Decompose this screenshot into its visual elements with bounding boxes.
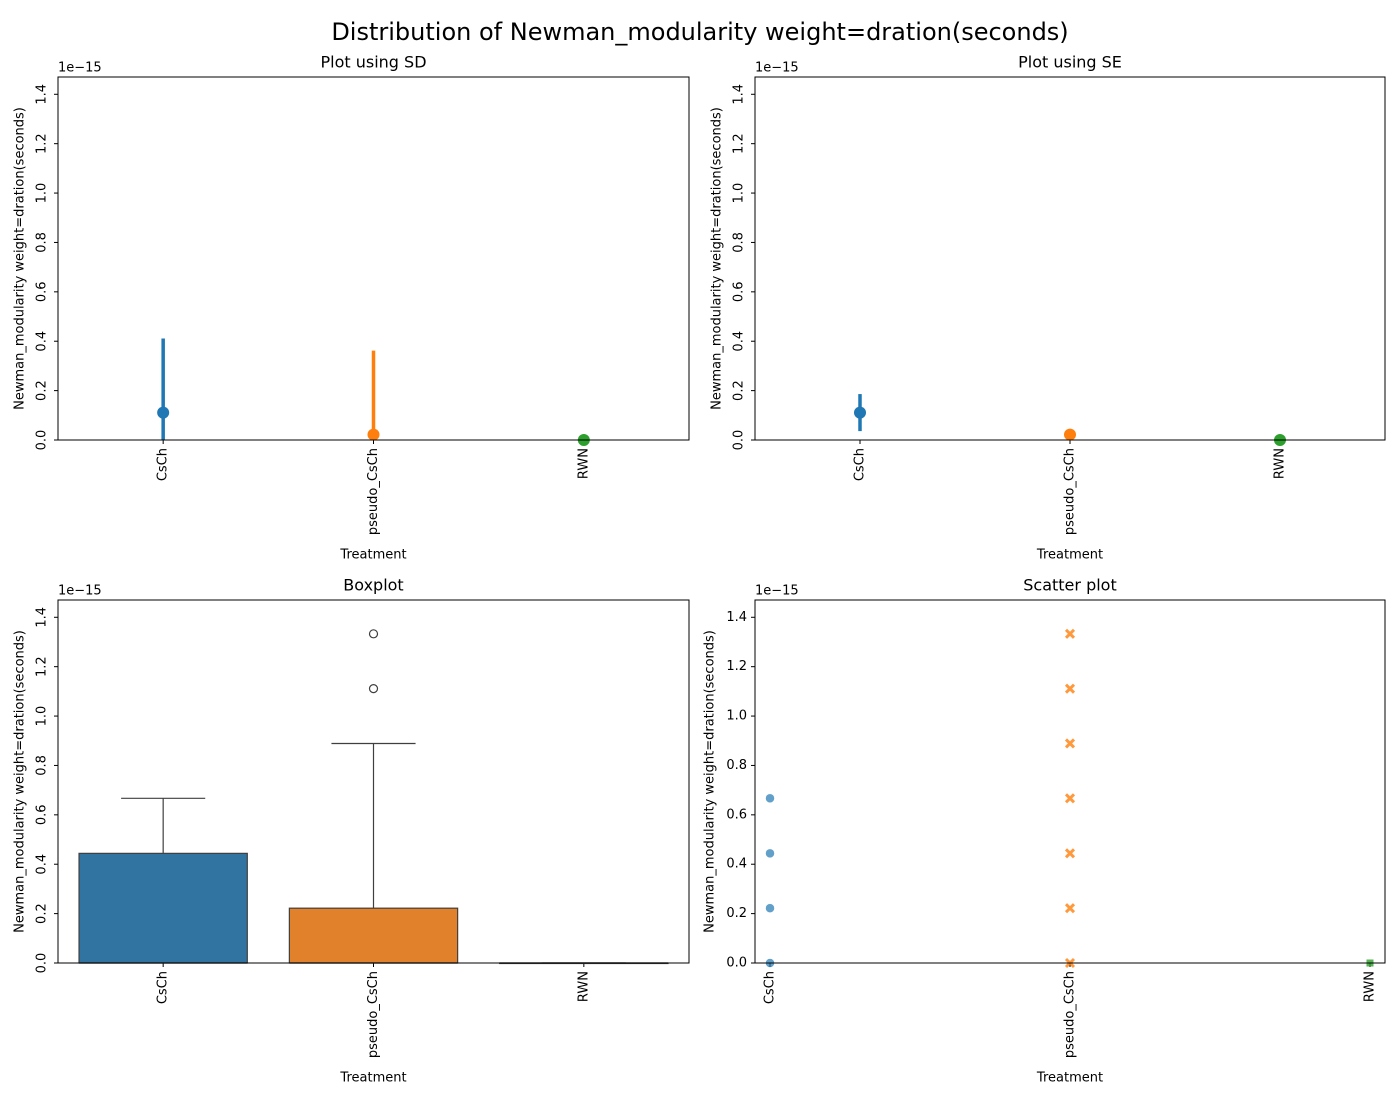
y-tick-label: 0.6 bbox=[732, 281, 747, 302]
scatter-point bbox=[1064, 903, 1076, 914]
scatter-point bbox=[765, 903, 775, 913]
scatter-point bbox=[1064, 793, 1076, 804]
y-tick-label: 1.2 bbox=[732, 133, 747, 154]
plot-frame bbox=[57, 599, 690, 964]
x-axis-label: Treatment bbox=[1036, 548, 1103, 563]
y-tick-label: 0.0 bbox=[35, 430, 50, 451]
y-tick-label: 1.4 bbox=[35, 607, 50, 628]
y-tick-label: 1.2 bbox=[35, 656, 50, 677]
y-tick-label: 1.0 bbox=[726, 709, 747, 724]
y-tick-label: 0.2 bbox=[732, 380, 747, 401]
y-tick-label: 0.6 bbox=[35, 281, 50, 302]
x-tick-label: RWN bbox=[1273, 448, 1288, 479]
box bbox=[78, 852, 248, 964]
subplot-title: Plot using SE bbox=[1018, 53, 1122, 72]
x-tick-label: CsCh bbox=[853, 448, 868, 481]
y-tick-label: 0.0 bbox=[732, 430, 747, 451]
y-tick-label: 1.0 bbox=[35, 183, 50, 204]
y-tick-label: 0.4 bbox=[732, 331, 747, 352]
scatter-point bbox=[1064, 628, 1076, 639]
outlier bbox=[368, 629, 379, 639]
x-tick-label: RWN bbox=[576, 448, 591, 479]
outlier bbox=[368, 684, 379, 694]
x-tick-label: CsCh bbox=[763, 971, 778, 1004]
y-tick-label: 0.6 bbox=[726, 807, 747, 822]
x-axis-label: Treatment bbox=[1036, 1071, 1103, 1086]
axis-offset: 1e−15 bbox=[755, 61, 799, 76]
x-tick-label: RWN bbox=[576, 971, 591, 1002]
point bbox=[157, 406, 170, 419]
x-tick-label: pseudo_CsCh bbox=[366, 971, 381, 1058]
y-axis-label: Newman_modularity weight=dration(seconds… bbox=[13, 630, 28, 933]
x-tick-label: CsCh bbox=[156, 448, 171, 481]
x-tick-label: CsCh bbox=[156, 971, 171, 1004]
y-tick-label: 0.0 bbox=[35, 953, 50, 974]
scatter-point bbox=[765, 848, 775, 859]
scatter-point bbox=[1064, 683, 1076, 694]
y-tick-label: 1.2 bbox=[35, 133, 50, 154]
point bbox=[1064, 428, 1076, 441]
y-tick-label: 0.2 bbox=[35, 380, 50, 401]
axis-offset: 1e−15 bbox=[58, 61, 102, 76]
y-tick-label: 1.0 bbox=[35, 706, 50, 727]
x-tick-label: RWN bbox=[1363, 971, 1378, 1002]
y-tick-label: 0.2 bbox=[35, 903, 50, 924]
y-tick-label: 0.2 bbox=[726, 906, 747, 921]
y-tick-label: 0.8 bbox=[35, 755, 50, 776]
y-tick-label: 1.4 bbox=[732, 84, 747, 105]
box bbox=[288, 907, 459, 964]
y-tick-label: 1.4 bbox=[726, 610, 747, 625]
x-tick-label: pseudo_CsCh bbox=[1063, 971, 1078, 1058]
scatter-point bbox=[1064, 738, 1076, 749]
y-tick-label: 1.2 bbox=[726, 659, 747, 674]
point bbox=[367, 428, 380, 441]
plot-frame bbox=[754, 599, 1386, 964]
x-axis-label: Treatment bbox=[339, 1071, 406, 1086]
x-tick-label: pseudo_CsCh bbox=[1063, 448, 1078, 535]
axis-offset: 1e−15 bbox=[58, 584, 102, 599]
scatter-point bbox=[1064, 848, 1076, 859]
plot-frame bbox=[754, 76, 1386, 441]
y-tick-label: 0.4 bbox=[726, 857, 747, 872]
subplot-title: Plot using SD bbox=[320, 53, 426, 72]
plot-frame bbox=[57, 76, 690, 441]
subplot-title: Scatter plot bbox=[1023, 576, 1116, 595]
subplot-title: Boxplot bbox=[343, 576, 403, 595]
y-axis-label: Newman_modularity weight=dration(seconds… bbox=[710, 107, 725, 410]
y-tick-label: 0.6 bbox=[35, 804, 50, 825]
y-tick-label: 1.0 bbox=[732, 183, 747, 204]
scatter-point bbox=[765, 793, 775, 804]
y-tick-label: 0.0 bbox=[726, 956, 747, 971]
point bbox=[854, 406, 866, 419]
axis-offset: 1e−15 bbox=[755, 584, 799, 599]
y-tick-label: 0.8 bbox=[35, 232, 50, 253]
y-axis-label: Newman_modularity weight=dration(seconds… bbox=[13, 107, 28, 410]
y-tick-label: 1.4 bbox=[35, 84, 50, 105]
figure-title: Distribution of Newman_modularity weight… bbox=[331, 18, 1068, 46]
x-axis-label: Treatment bbox=[339, 548, 406, 563]
y-tick-label: 0.8 bbox=[732, 232, 747, 253]
y-tick-label: 0.4 bbox=[35, 854, 50, 875]
y-tick-label: 0.8 bbox=[726, 758, 747, 773]
y-tick-label: 0.4 bbox=[35, 331, 50, 352]
y-axis-label: Newman_modularity weight=dration(seconds… bbox=[703, 630, 718, 933]
x-tick-label: pseudo_CsCh bbox=[366, 448, 381, 535]
